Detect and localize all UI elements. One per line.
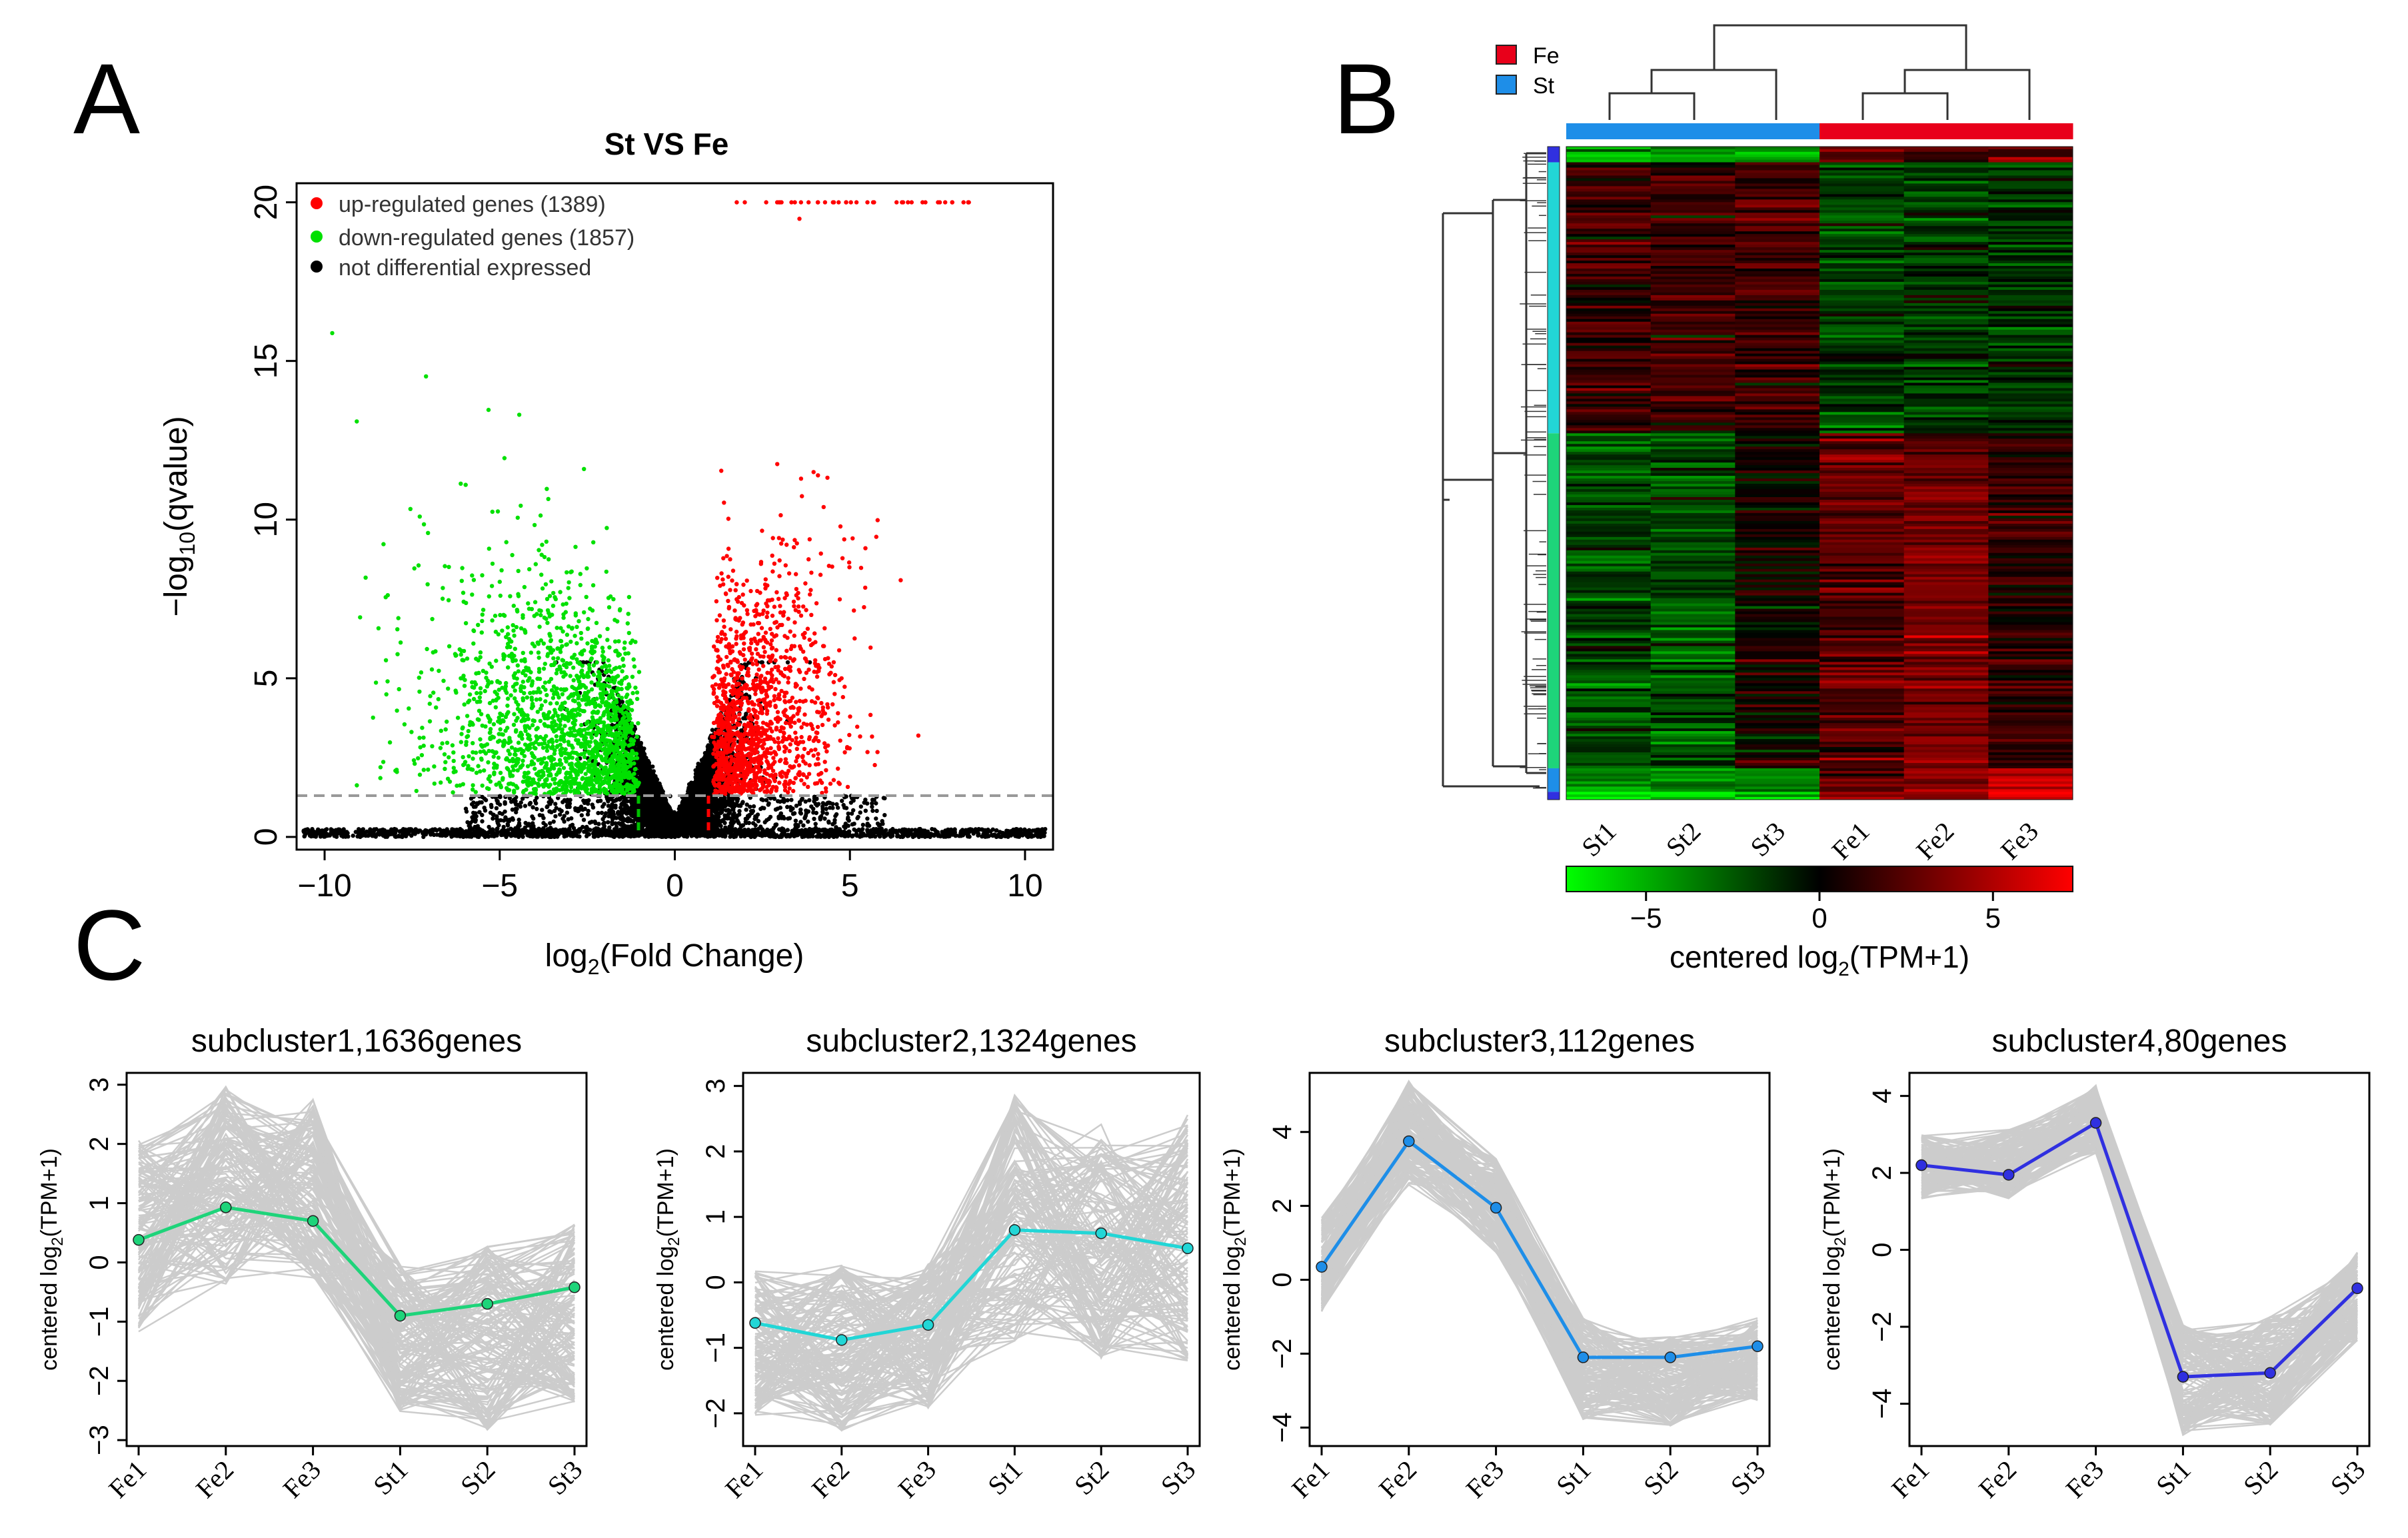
- panel-label-c: C: [73, 889, 145, 1001]
- panel-label-a: A: [73, 43, 140, 155]
- ns-point: [785, 660, 790, 665]
- ns-point: [692, 784, 697, 789]
- ns-point: [702, 769, 707, 774]
- ns-point: [748, 804, 752, 809]
- ns-point: [710, 728, 715, 732]
- volcano-title: St VS Fe: [604, 127, 729, 161]
- ns-point: [654, 777, 660, 782]
- panel-label-b: B: [1333, 43, 1400, 155]
- ns-point: [658, 788, 663, 792]
- ns-point: [744, 662, 749, 668]
- ns-point: [746, 820, 752, 826]
- ns-point: [693, 768, 698, 773]
- ns-point: [640, 759, 646, 764]
- ns-point: [648, 765, 652, 770]
- ns-point: [708, 772, 714, 777]
- ns-point: [651, 785, 656, 790]
- ns-point: [759, 660, 764, 665]
- ns-point: [689, 780, 694, 785]
- ns-point: [704, 753, 709, 758]
- ns-point: [726, 808, 731, 812]
- ns-point: [708, 747, 713, 752]
- ns-point: [702, 822, 706, 827]
- volcano-points: [301, 200, 1048, 840]
- ns-point: [638, 740, 643, 746]
- ns-point: [705, 776, 710, 781]
- ns-point: [620, 700, 624, 704]
- ns-point: [744, 807, 748, 812]
